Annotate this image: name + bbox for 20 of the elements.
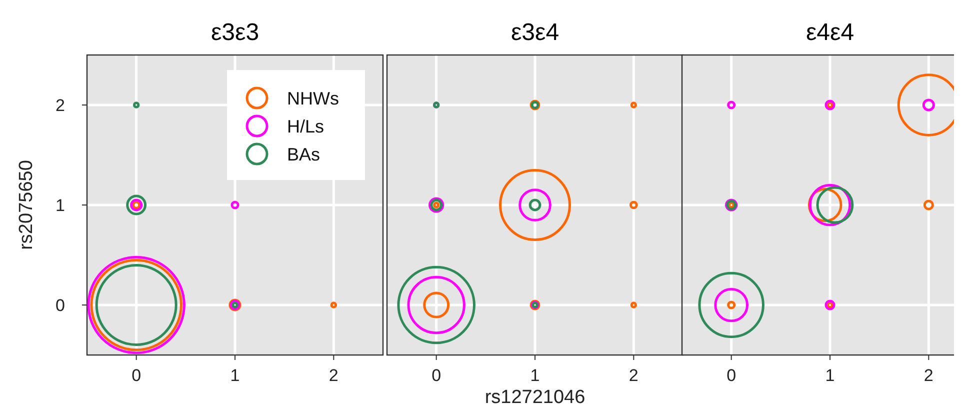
x-tick-label: 2 [628,366,638,385]
chart-title: ε3ε4 [510,19,560,46]
y-tick-label: 0 [56,296,65,315]
x-tick-label: 1 [530,366,540,385]
x-tick-label: 2 [924,366,934,385]
x-axis-title: rs12721046 [484,387,586,408]
y-tick-label: 2 [56,96,65,115]
x-tick-label: 1 [825,366,835,385]
legend-label: H/Ls [287,116,324,136]
chart-title: ε4ε4 [806,19,854,46]
chart-title: ε3ε3 [210,19,260,46]
y-axis-title: rs2075650 [16,160,37,250]
legend-label: NHWs [287,88,339,108]
x-tick-label: 1 [230,366,240,385]
y-tick-label: 1 [56,196,65,215]
x-tick-label: 0 [432,366,442,385]
x-tick-label: 0 [132,366,142,385]
x-tick-label: 0 [726,366,736,385]
legend-label: BAs [287,144,320,164]
x-tick-label: 2 [328,366,338,385]
